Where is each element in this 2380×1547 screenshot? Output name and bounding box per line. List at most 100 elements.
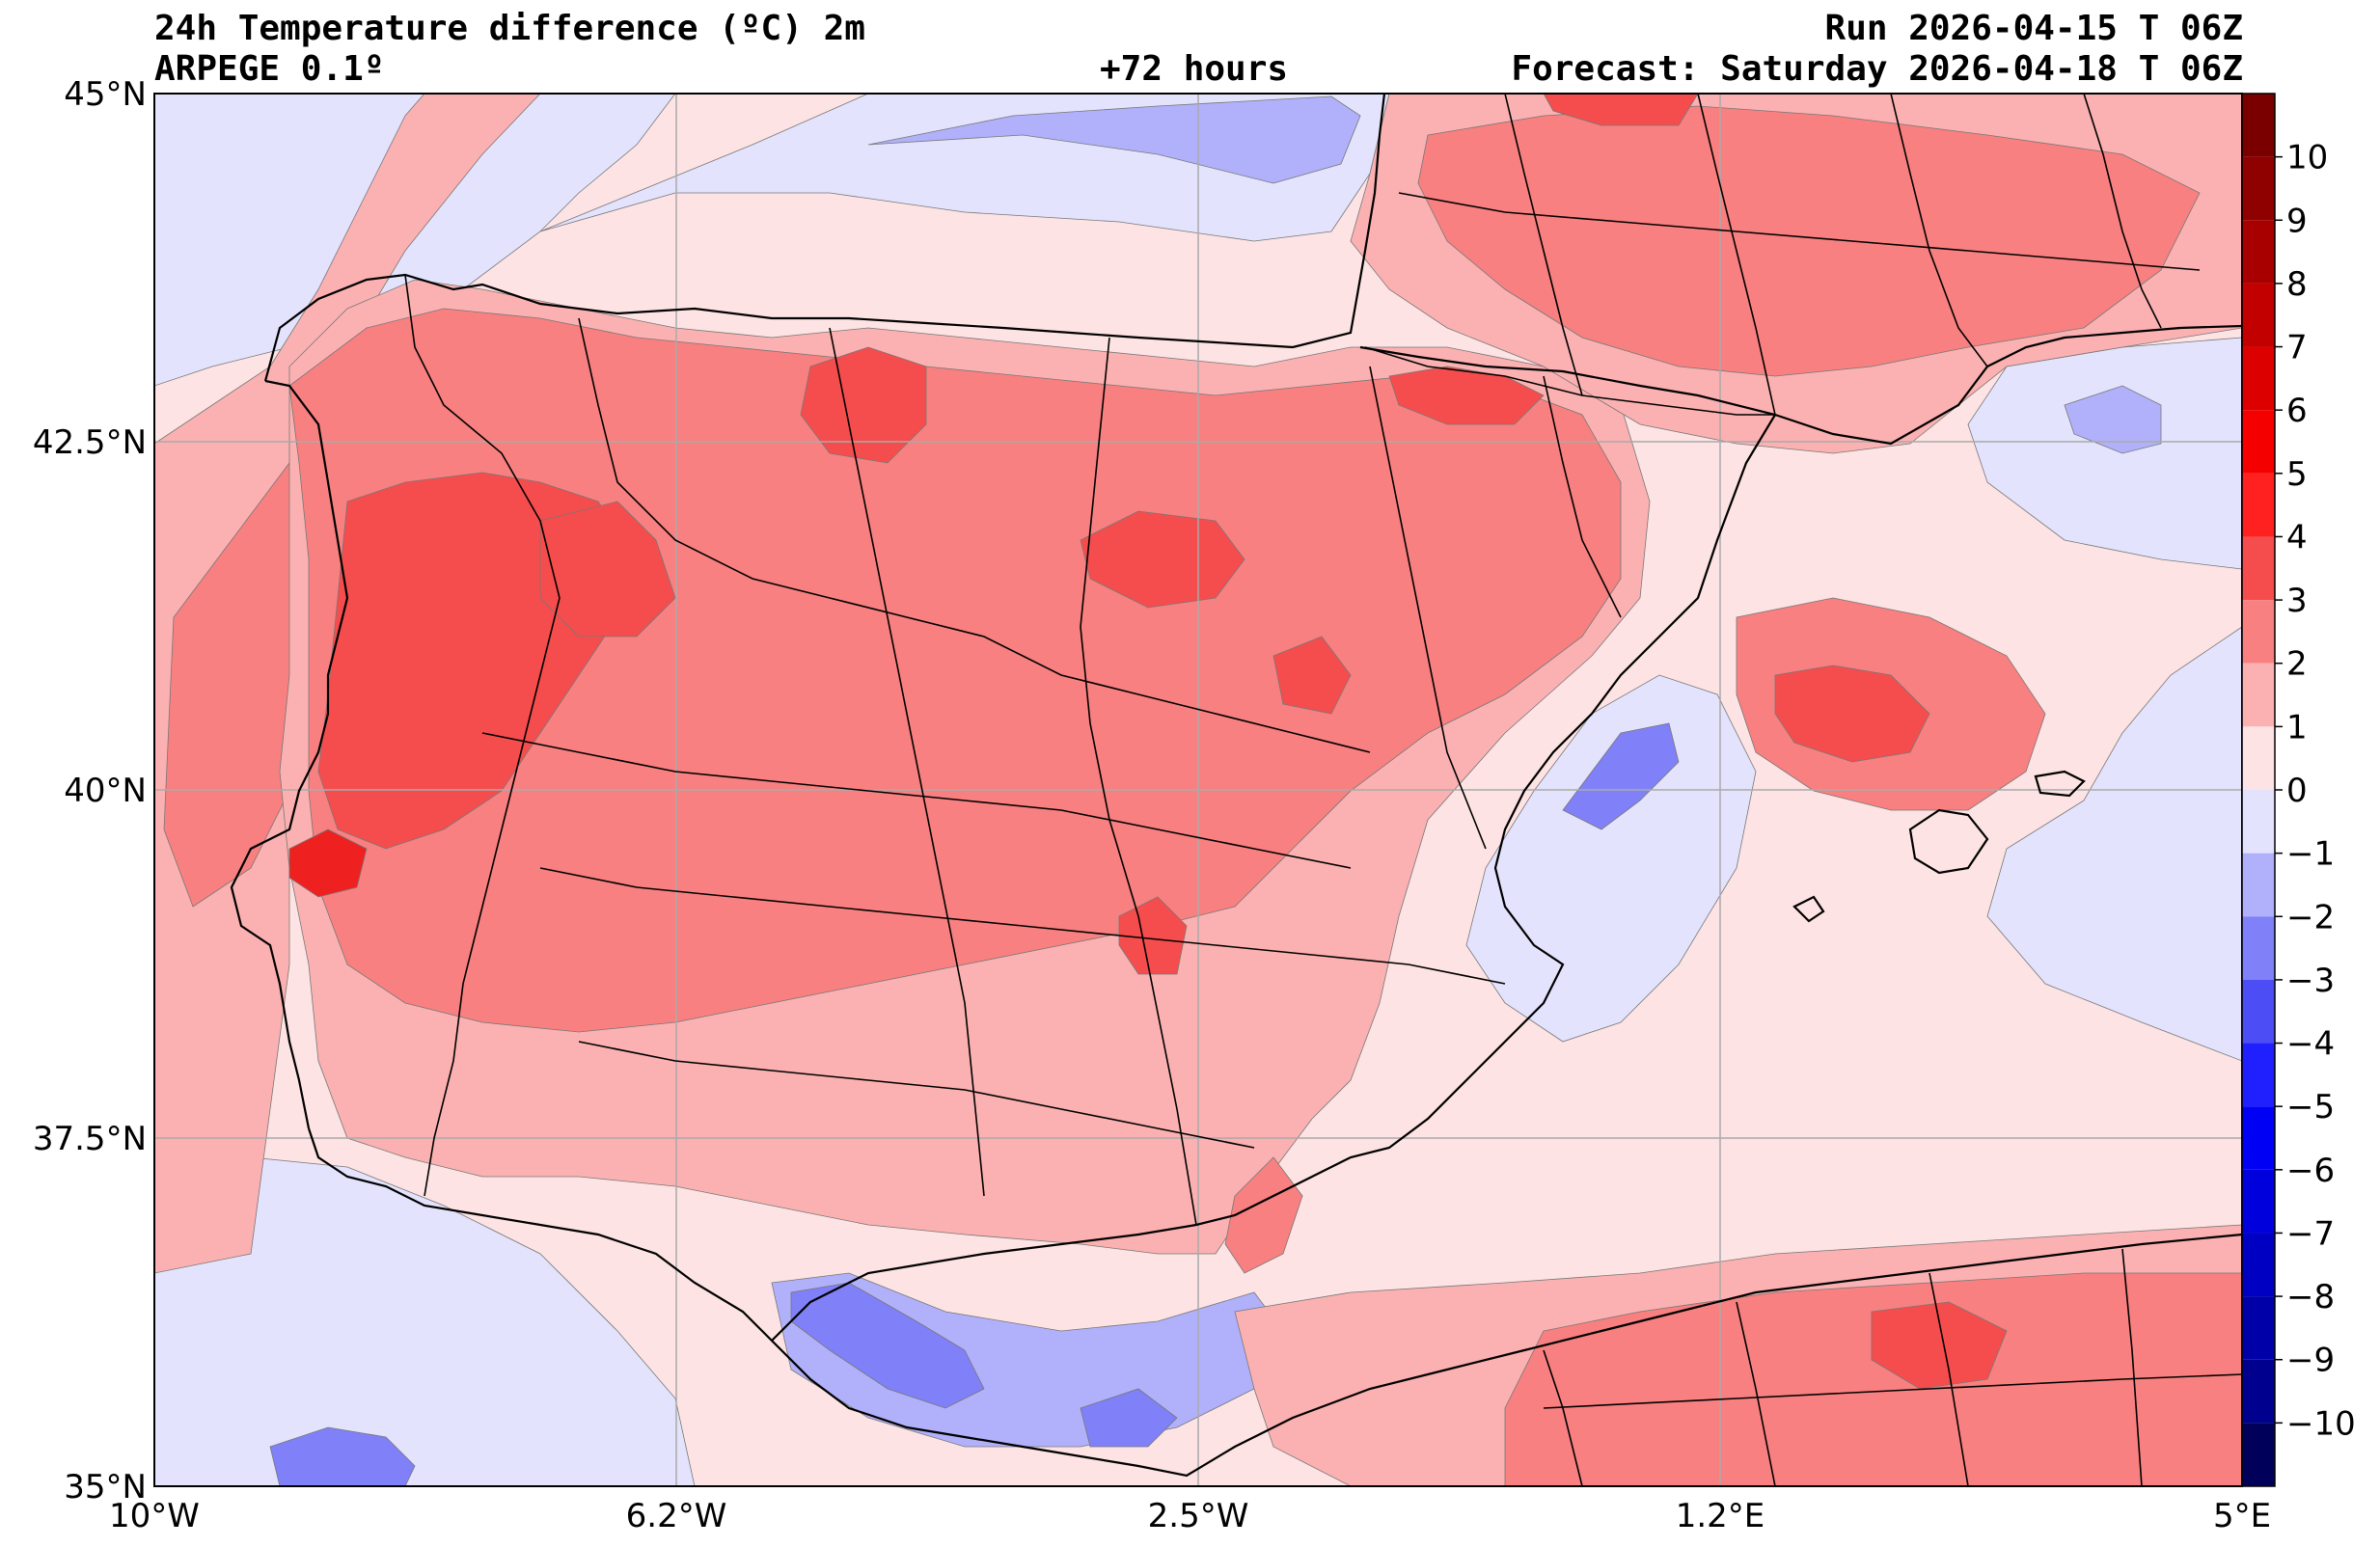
africa-border-c <box>1929 1272 1969 1486</box>
colorbar-label: 7 <box>2286 329 2308 367</box>
lon-tick-label: 1.2°E <box>1676 1497 1765 1535</box>
balearic-sea-cool <box>1465 674 1757 1043</box>
colorbar-bin <box>2242 156 2275 221</box>
lead-time: +72 hours <box>1100 49 1289 89</box>
atlantic-blue-patch <box>269 1426 416 1486</box>
africa-border-d <box>2121 1248 2143 1486</box>
biscay-cool-band <box>867 95 1361 184</box>
colorbar-label: 9 <box>2286 202 2308 240</box>
colorbar-label: 0 <box>2286 772 2308 810</box>
lon-tick-label: 10°W <box>109 1497 200 1535</box>
colorbar-bin <box>2242 1043 2275 1107</box>
lat-tick-label: 42.5°N <box>33 423 147 462</box>
colorbar-bin <box>2242 1296 2275 1360</box>
lon-tick-label: 2.5°W <box>1148 1497 1249 1535</box>
colorbar-bin <box>2242 790 2275 854</box>
castile-strong-warm <box>539 501 676 638</box>
chart-title: 24h Temperature difference (ºC) 2m <box>154 9 865 48</box>
iberia-coastline <box>263 94 1386 382</box>
africa-border-a <box>1543 1349 1583 1486</box>
region-border-c <box>1080 337 1197 1226</box>
colorbar-label: −7 <box>2286 1214 2335 1253</box>
menorca-outline <box>2034 770 2086 798</box>
pyrenees-warm <box>1388 366 1545 425</box>
mallorca-outline <box>1908 808 1989 875</box>
region-border-h <box>578 1041 1255 1149</box>
forecast-time: Forecast: Saturday 2026-04-18 T 06Z <box>1511 49 2243 89</box>
colorbar-label: −3 <box>2286 962 2335 1000</box>
cooling-zones <box>154 94 2242 1486</box>
murcia-coast-warm <box>1224 1156 1303 1274</box>
colorbar-bin <box>2242 1423 2275 1486</box>
lat-tick-label: 35°N <box>64 1468 147 1506</box>
coastlines-and-borders <box>230 94 2242 1478</box>
colorbar-bin <box>2242 916 2275 980</box>
france-border-e <box>1398 192 2201 271</box>
balearic-strong-warm <box>1774 665 1930 763</box>
central-warm-spot <box>1080 510 1245 609</box>
run-time: Run 2026-04-15 T 06Z <box>1824 9 2243 48</box>
latitude-axis: 45°N 42.5°N 40°N 37.5°N 35°N <box>33 75 147 1506</box>
colorbar-label: 1 <box>2286 708 2308 746</box>
colorbar-bin <box>2242 663 2275 727</box>
africa-border-b <box>1736 1301 1776 1486</box>
algeria-warm-core <box>1504 1272 2242 1486</box>
mediterranean-coastline <box>1359 324 2242 446</box>
lat-tick-label: 40°N <box>64 772 147 810</box>
map-area <box>154 94 2242 1486</box>
lat-tick-label: 37.5°N <box>33 1120 147 1158</box>
colorbar-bin <box>2242 1169 2275 1234</box>
region-border-b <box>829 327 985 1197</box>
lat-tick-label: 45°N <box>64 75 147 114</box>
north-africa-coastline <box>771 1233 2242 1478</box>
colorbar-bin <box>2242 726 2275 790</box>
region-border-e <box>1369 366 1487 850</box>
colorbar-label: −10 <box>2286 1404 2356 1443</box>
algeria-strong-warm <box>1871 1301 2008 1390</box>
colorbar-label: 8 <box>2286 265 2308 304</box>
colorbar-label: −5 <box>2286 1088 2335 1126</box>
colorbar-bin <box>2242 94 2275 157</box>
lon-tick-label: 5°E <box>2213 1497 2271 1535</box>
graticule <box>154 94 2242 1486</box>
portugal-coastline <box>230 379 349 1129</box>
region-border-g <box>481 732 1352 869</box>
colorbar-bin <box>2242 410 2275 474</box>
south-spain-coastline <box>307 1127 1197 1343</box>
france-border-a <box>1504 94 1583 396</box>
colorbar-label: 3 <box>2286 582 2308 620</box>
region-border-d <box>539 867 1506 985</box>
colorbar-bin <box>2242 979 2275 1044</box>
colorbar-label: 2 <box>2286 645 2308 684</box>
colorbar-bin <box>2242 1233 2275 1297</box>
la-mancha-warm-spot <box>1118 896 1188 975</box>
colorbar-bin <box>2242 1359 2275 1424</box>
region-border-f <box>1543 375 1622 618</box>
france-border-c <box>1890 94 1988 367</box>
alboran-east-patch <box>1080 1388 1178 1448</box>
colorbar-bin <box>2242 853 2275 917</box>
longitude-axis: 10°W 6.2°W 2.5°W 1.2°E 5°E <box>109 1497 2271 1535</box>
colorbar-bin <box>2242 283 2275 347</box>
colorbar-bin <box>2242 220 2275 284</box>
colorbar-label: 6 <box>2286 392 2308 430</box>
model-name: ARPEGE 0.1º <box>154 49 385 89</box>
colorbar-label: −4 <box>2286 1025 2335 1064</box>
lisbon-very-warm <box>288 828 368 898</box>
france-strong-warm <box>1543 94 1699 126</box>
colorbar-bin <box>2242 473 2275 537</box>
france-border-d <box>2083 94 2162 329</box>
colorbar-bin <box>2242 600 2275 664</box>
colorbar-label: −6 <box>2286 1152 2335 1190</box>
colorbar-label: 5 <box>2286 455 2308 494</box>
colorbar-label: 4 <box>2286 518 2308 556</box>
lon-tick-label: 6.2°W <box>626 1497 727 1535</box>
region-border-a <box>578 317 1371 753</box>
colorbar-bin <box>2242 1106 2275 1170</box>
africa-border-e <box>1543 1373 2242 1409</box>
colorbar-label: −2 <box>2286 898 2335 936</box>
colorbar-bin <box>2242 536 2275 601</box>
atlantic-south-cool <box>154 1156 696 1486</box>
